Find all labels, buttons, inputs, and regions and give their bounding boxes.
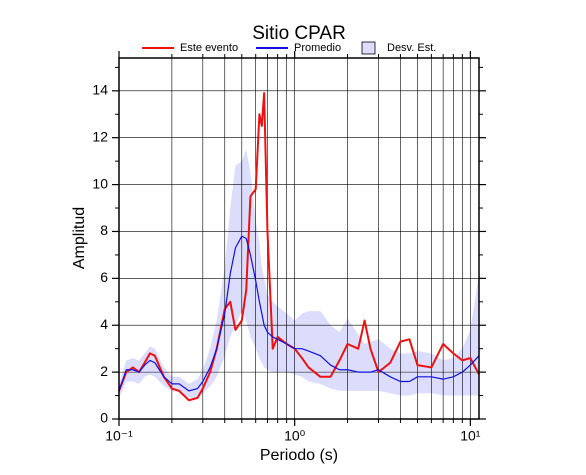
y-axis-label: Amplitud xyxy=(71,207,88,269)
series-line xyxy=(118,92,480,402)
y-tick-label: 0 xyxy=(100,410,108,426)
x-axis-label: Periodo (s) xyxy=(260,447,338,464)
y-tick-label: 6 xyxy=(100,269,108,285)
x-tick-label: 10¹ xyxy=(460,428,481,444)
y-tick-label: 2 xyxy=(100,363,108,379)
y-tick-label: 4 xyxy=(100,316,108,332)
x-tick-label: 10⁰ xyxy=(284,428,306,444)
legend-label: Este evento xyxy=(180,42,238,54)
y-tick-label: 14 xyxy=(92,82,108,98)
legend-label: Promedio xyxy=(294,42,341,54)
chart-title: Sitio CPAR xyxy=(252,23,346,44)
plot-area xyxy=(119,149,479,398)
y-tick-label: 10 xyxy=(92,175,108,191)
x-tick-label: 10⁻¹ xyxy=(105,428,133,444)
series-line xyxy=(118,235,480,392)
y-tick-label: 12 xyxy=(92,128,108,144)
plot-frame xyxy=(118,57,480,420)
y-tick-label: 8 xyxy=(100,222,108,238)
legend-label: Desv. Est. xyxy=(387,42,436,54)
legend-swatch xyxy=(361,41,376,55)
std-band xyxy=(119,149,479,398)
